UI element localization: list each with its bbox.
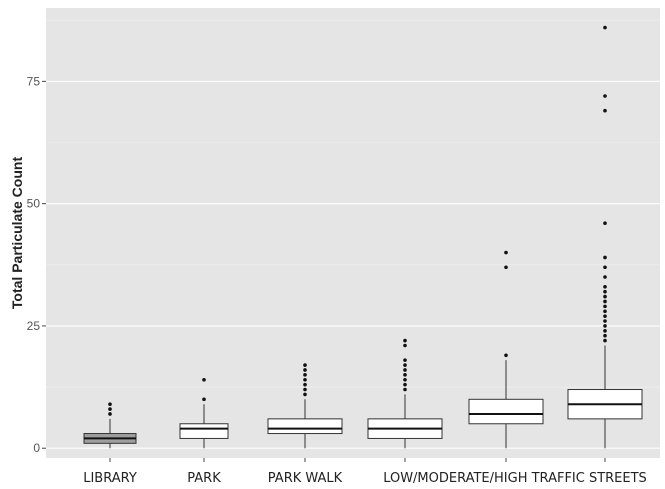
- outlier-point: [603, 255, 607, 260]
- box-park-walk: [267, 363, 343, 449]
- outlier-point: [603, 108, 607, 113]
- outlier-point: [603, 94, 607, 98]
- outlier-point: [603, 319, 607, 323]
- outlier-point: [108, 412, 112, 416]
- outlier-point: [108, 402, 112, 406]
- outlier-point: [603, 285, 607, 289]
- outlier-point: [603, 309, 607, 314]
- outlier-point: [504, 265, 508, 270]
- outlier-point: [603, 314, 607, 318]
- outlier-point: [603, 333, 607, 338]
- outlier-point: [504, 250, 508, 255]
- box-high-traffic-streets: [567, 25, 643, 449]
- outlier-point: [603, 329, 607, 333]
- outlier-point: [603, 221, 607, 226]
- outlier-point: [303, 363, 307, 367]
- box-park: [179, 377, 229, 449]
- outlier-point: [303, 373, 307, 377]
- x-axis: LIBRARY PARK PARK WALK LOW/MODERATE/HIGH TR…: [83, 458, 647, 486]
- outlier-point: [403, 387, 407, 392]
- outlier-point: [202, 377, 206, 382]
- outlier-point: [403, 343, 407, 348]
- y-axis: 0 25 50 75: [27, 74, 46, 455]
- x-category-label: PARK: [187, 471, 221, 486]
- y-tick-label: 75: [27, 74, 41, 88]
- outlier-point: [303, 368, 307, 372]
- y-tick-label: 0: [33, 441, 40, 455]
- outlier-point: [504, 353, 508, 358]
- box-iqr: [267, 418, 343, 435]
- x-category-label: LOW/MODERATE/HIGH TRAFFIC STREETS: [383, 471, 647, 486]
- outlier-point: [303, 377, 307, 382]
- outlier-point: [403, 382, 407, 387]
- box-library: [83, 402, 137, 449]
- outlier-point: [108, 407, 112, 411]
- outlier-point: [403, 358, 407, 362]
- y-tick-label: 25: [27, 319, 41, 333]
- outlier-point: [403, 363, 407, 367]
- outlier-point: [303, 387, 307, 392]
- outlier-point: [202, 397, 206, 402]
- box-iqr: [179, 423, 229, 439]
- outlier-point: [303, 382, 307, 387]
- grid-lines: [46, 19, 660, 449]
- outlier-point: [403, 338, 407, 343]
- x-category-label: PARK WALK: [268, 471, 343, 486]
- outlier-point: [403, 377, 407, 382]
- outlier-point: [603, 289, 607, 294]
- outlier-point: [603, 338, 607, 343]
- box-iqr: [468, 398, 544, 425]
- outlier-point: [603, 299, 607, 304]
- y-axis-label: Total Particulate Count: [9, 157, 25, 310]
- outlier-point: [603, 294, 607, 299]
- box-low: [367, 338, 443, 449]
- outlier-point: [303, 392, 307, 397]
- y-tick-label: 50: [27, 197, 41, 211]
- outlier-point: [403, 368, 407, 372]
- box-moderate: [468, 250, 544, 449]
- outlier-point: [403, 373, 407, 377]
- outlier-point: [603, 25, 607, 30]
- box-series: [83, 25, 643, 449]
- x-category-label: LIBRARY: [83, 471, 137, 486]
- outlier-point: [603, 275, 607, 279]
- outlier-point: [603, 304, 607, 309]
- outlier-point: [603, 324, 607, 328]
- outlier-point: [603, 265, 607, 270]
- plot-panel: [46, 8, 660, 458]
